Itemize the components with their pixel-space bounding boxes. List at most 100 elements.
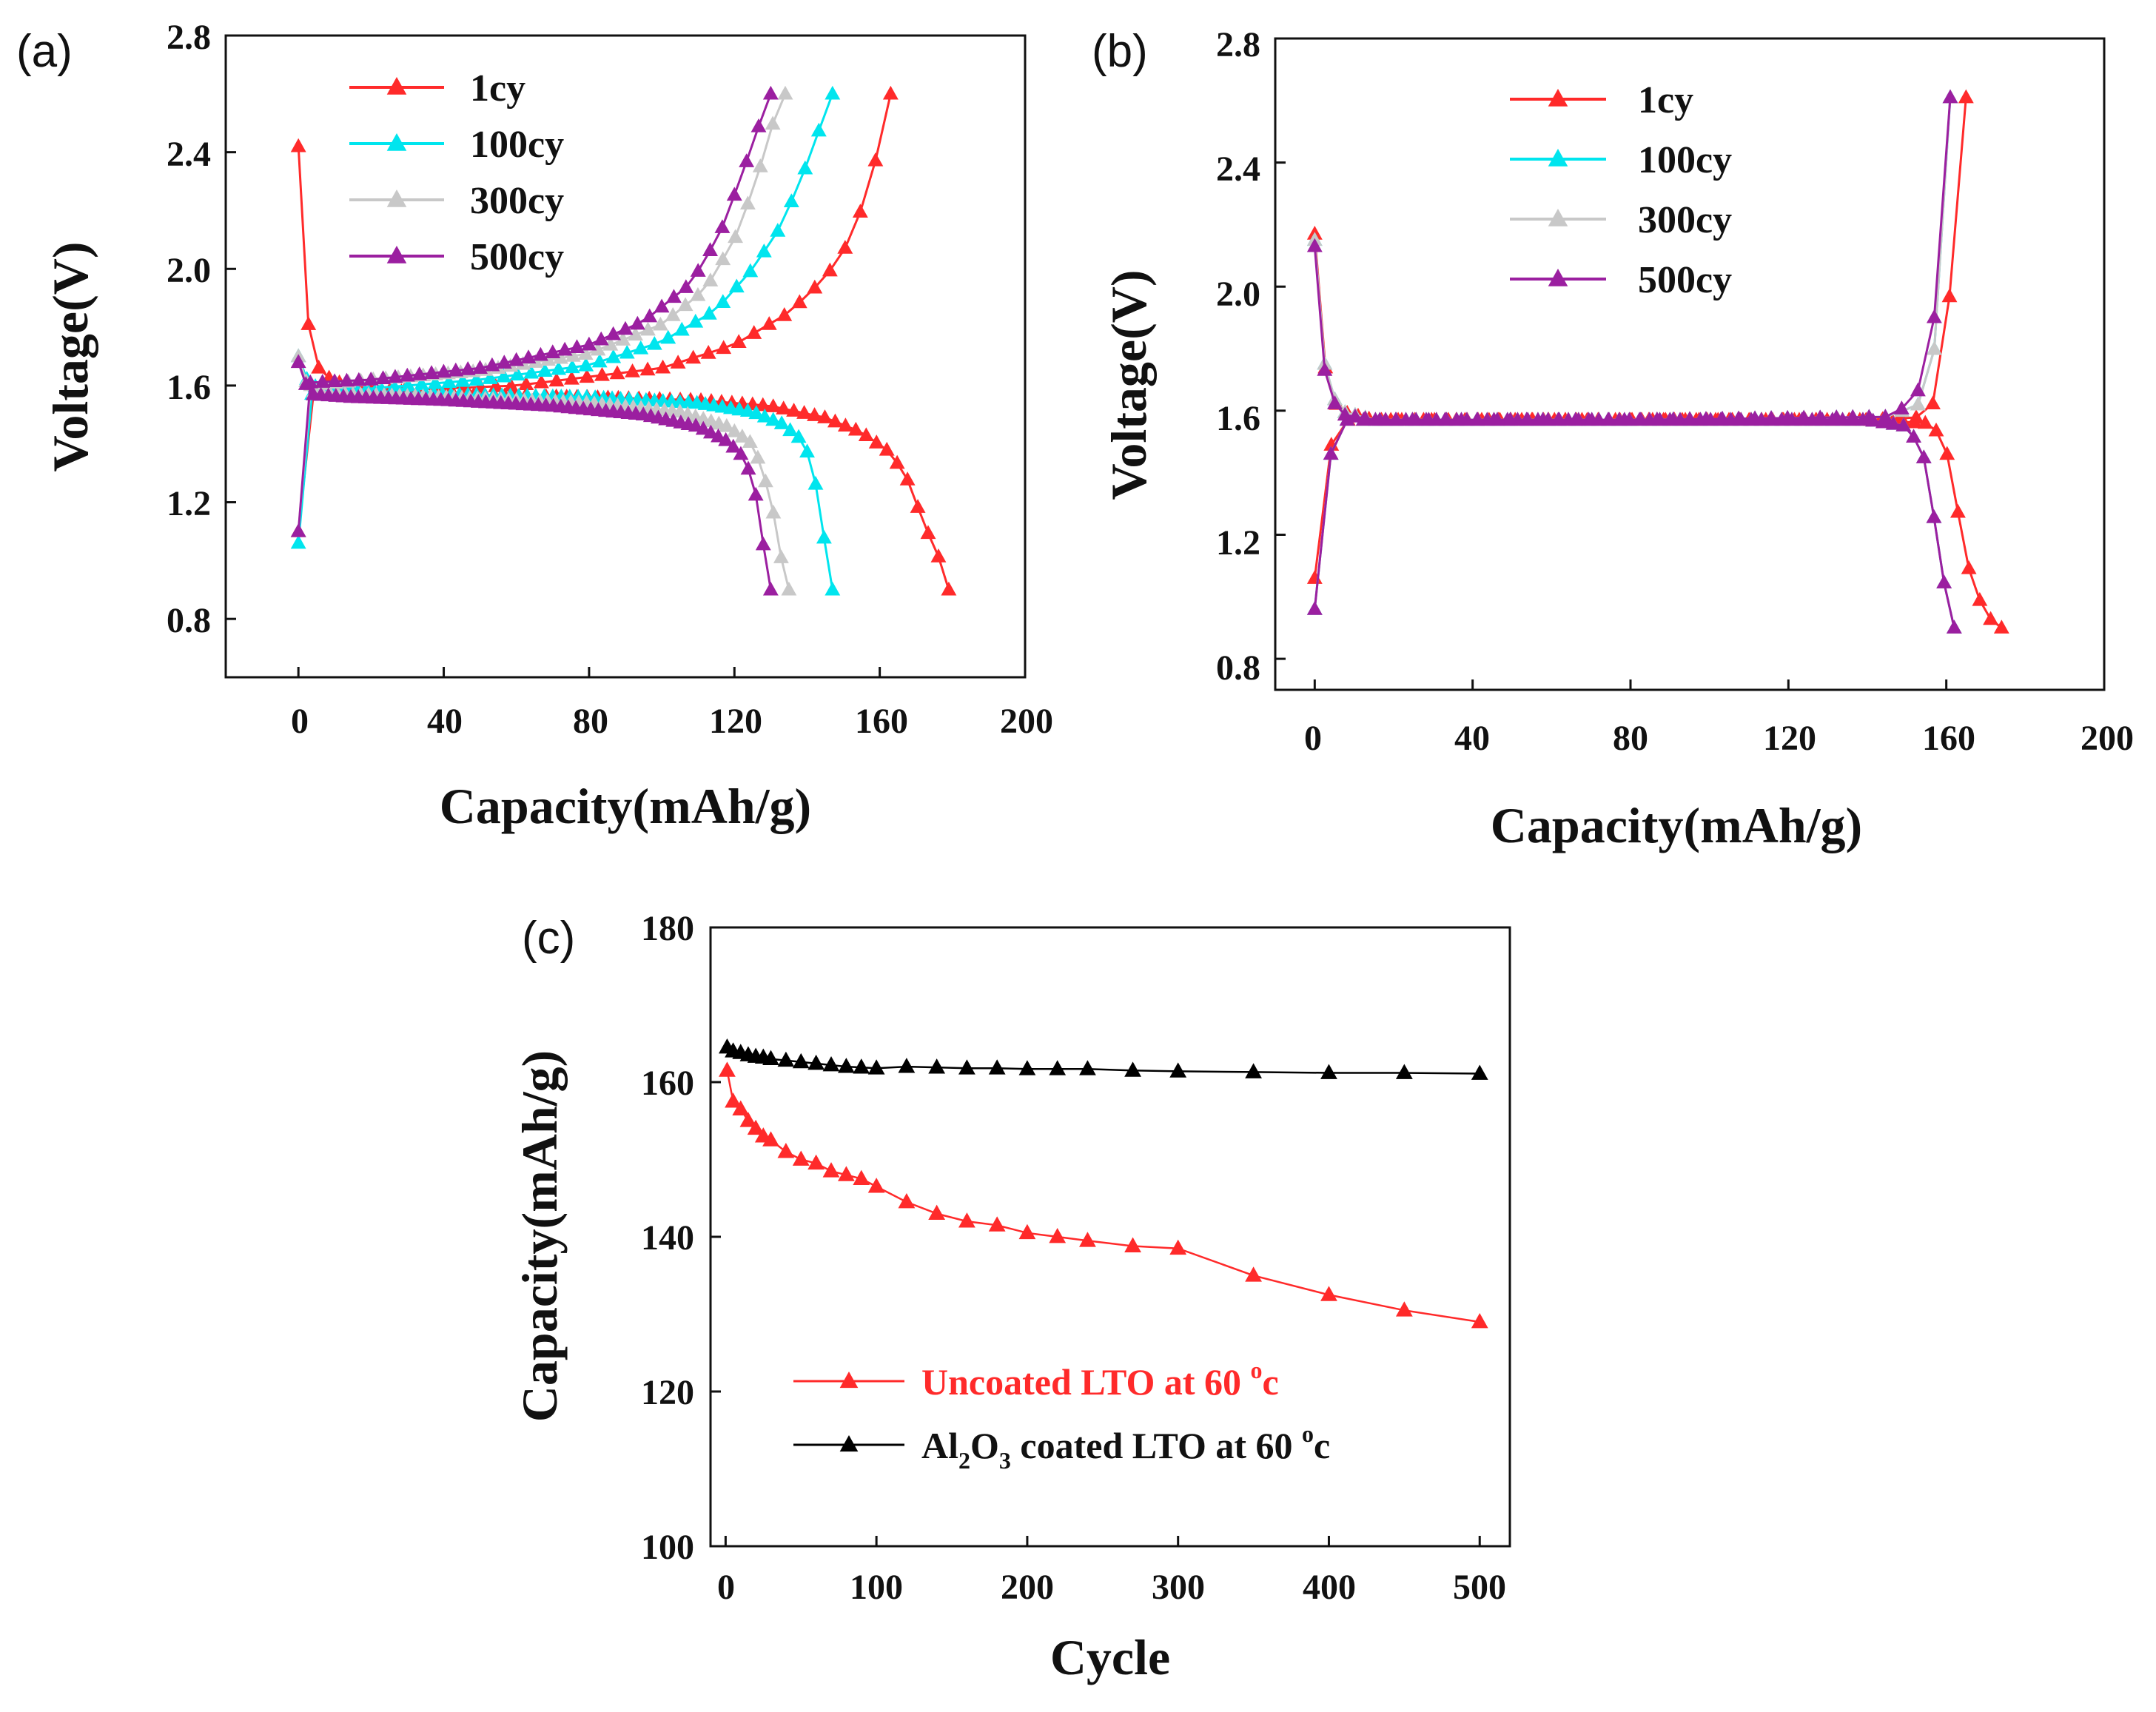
panel-a-discharge-point	[762, 581, 779, 596]
panel-c-point	[1169, 1062, 1187, 1078]
panel-a-charge-point	[837, 240, 853, 254]
panel-b-ytick: 1.6	[1216, 399, 1260, 438]
panel-a-charge-point	[625, 363, 640, 377]
panel-b-legend-label: 500cy	[1638, 259, 1732, 301]
panel-a-discharge-point	[868, 434, 884, 449]
panel-a-discharge-point	[790, 429, 807, 443]
panel-b-charge-point	[1910, 396, 1926, 411]
panel-b-discharge-point	[1928, 422, 1944, 437]
panel-a-charge-point	[777, 85, 793, 100]
panel-a-discharge-point	[755, 397, 771, 412]
panel-a-charge-point	[518, 376, 534, 391]
panel-a-charge-point	[639, 321, 656, 336]
panel-c-point	[1049, 1060, 1067, 1075]
panel-c-legend: Uncoated LTO at 60 oc Al2O3 coated LTO a…	[793, 1357, 1330, 1474]
panel-a-legend: 1cy 100cy 300cy 500cy	[349, 67, 564, 278]
panel-c-ytick: 120	[641, 1373, 694, 1412]
panel-b-charge-point	[1616, 412, 1633, 426]
panel-c-point	[1395, 1301, 1413, 1317]
panel-a-discharge-point	[300, 316, 317, 330]
panel-c-point	[807, 1154, 825, 1170]
panel-b-charge-point	[1714, 410, 1730, 425]
panel-a-charge-point	[642, 308, 658, 323]
panel-b: (b) 0 40 80 120 160 200 0.8 1.2 1.6 2.0 …	[1092, 25, 2134, 853]
panel-c-xtick: 200	[1001, 1568, 1054, 1607]
panel-a-xtick: 120	[709, 702, 762, 741]
panel-c-point	[928, 1204, 946, 1221]
panel-b-discharge-point	[1306, 238, 1323, 252]
panel-a-charge-point	[565, 348, 581, 362]
panel-b-legend-marker	[1548, 269, 1568, 286]
panel-a-charge-point	[523, 364, 540, 379]
panel-a-charge-point	[716, 340, 732, 355]
panel-c-point	[822, 1162, 840, 1178]
panel-c-ytick: 180	[641, 909, 694, 948]
panel-a-charge-point	[678, 279, 694, 293]
panel-b-ytick: 1.2	[1216, 523, 1260, 563]
panel-b-charge-point	[1682, 411, 1698, 426]
panel-a-discharge-point	[781, 581, 797, 596]
panel-a-charge-point	[548, 372, 565, 387]
panel-a-legend-marker	[386, 189, 407, 207]
panel-c-point	[1245, 1063, 1262, 1078]
panel-c-legend-marker	[839, 1435, 859, 1452]
panel-b-ytick: 2.4	[1216, 150, 1260, 189]
panel-a-charge-point	[563, 370, 580, 385]
panel-a-discharge-point	[941, 581, 957, 596]
panel-c-point	[739, 1112, 757, 1127]
panel-b-charge-point	[1893, 400, 1910, 414]
panel-a-discharge-point	[827, 413, 843, 428]
panel-b-charge-point	[1861, 409, 1877, 423]
panel-a-charge-point	[441, 374, 457, 389]
panel-a-legend-label: 300cy	[470, 180, 564, 222]
panel-c-point	[792, 1150, 810, 1166]
panel-a-charge-point	[731, 334, 747, 348]
panel-a-charge-point	[702, 272, 719, 286]
panel-a-discharge-point	[799, 443, 815, 458]
panel-a-discharge-point	[750, 449, 766, 464]
panel-a-charge-point	[387, 369, 403, 383]
panel-b-charge-point	[1925, 395, 1941, 410]
panel-b-legend-marker	[1548, 209, 1568, 226]
panel-a-legend-marker	[386, 77, 407, 95]
panel-a-charge-point	[386, 378, 402, 393]
panel-b-charge-point	[1796, 409, 1812, 424]
panel-a-charge-point	[690, 286, 706, 301]
panel-a-charge-point	[427, 375, 443, 389]
panel-b-charge-point	[1926, 309, 1942, 323]
panel-a-charge-point	[520, 349, 537, 363]
panel-a-discharge-point	[724, 395, 740, 409]
panel-a-discharge-point	[899, 471, 916, 486]
panel-b-discharge-point	[1915, 449, 1932, 463]
panel-a-ytick: 0.8	[167, 601, 211, 640]
panel-a-ytick: 1.6	[167, 368, 211, 407]
panel-a-discharge-point	[910, 499, 926, 513]
panel-b-legend-label: 1cy	[1638, 79, 1693, 121]
panel-a-charge-point	[825, 85, 841, 100]
panel-b-charge-point	[1844, 409, 1861, 423]
panel-a-charge-point	[423, 365, 440, 379]
panel-a-charge-point	[715, 294, 731, 308]
panel-b-discharge-point	[1993, 620, 2009, 634]
panel-c-point	[822, 1056, 840, 1072]
panel-a-charge-point	[761, 316, 777, 330]
panel-a-charge-point	[488, 378, 504, 392]
panel-c-legend-coated: Al2O3 coated LTO at 60 oc	[921, 1420, 1330, 1474]
panel-a-charge-point	[807, 279, 823, 294]
panel-a-legend-marker	[386, 246, 407, 263]
panel-b-charge-line	[1313, 97, 1952, 610]
panel-c-point	[867, 1059, 885, 1075]
panel-c-ytick: 140	[641, 1218, 694, 1258]
panel-a-charge-point	[509, 366, 525, 380]
panel-a-discharge-point	[889, 454, 905, 469]
panel-a-charge-point	[655, 359, 671, 374]
panel-b-discharge-point	[1885, 415, 1901, 430]
panel-b-ytick: 2.0	[1216, 275, 1260, 314]
panel-a-charge-point	[414, 376, 430, 391]
panel-a-discharge-point	[739, 403, 756, 417]
panel-a-xtick: 200	[1000, 702, 1053, 741]
panel-b-discharge-point	[1895, 417, 1912, 432]
panel-b-charge-point	[1404, 412, 1420, 426]
